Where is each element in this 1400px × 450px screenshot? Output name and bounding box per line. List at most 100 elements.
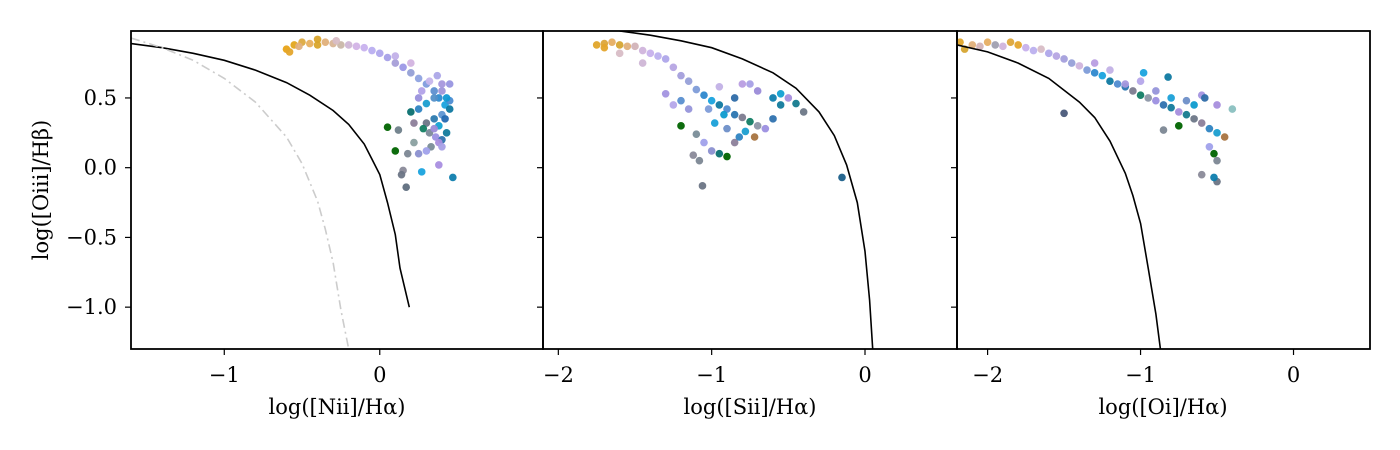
- data-point: [968, 41, 977, 49]
- data-point: [414, 105, 423, 113]
- data-point: [704, 105, 713, 113]
- data-point: [1213, 129, 1221, 137]
- data-point: [431, 133, 440, 141]
- x-axis-label-oi: log([Oi]/Hα): [1098, 395, 1227, 419]
- y-tick-label: −0.5: [66, 225, 117, 249]
- data-point: [1083, 66, 1091, 74]
- x-axis-label-sii: log([Sii]/Hα): [684, 395, 817, 419]
- data-point: [313, 41, 322, 49]
- data-point: [661, 55, 670, 63]
- y-tick-label: 0.0: [84, 156, 117, 180]
- kewley-dashdot-curve: [131, 37, 350, 349]
- data-point: [1022, 43, 1030, 52]
- data-point: [746, 117, 754, 126]
- data-point: [1174, 108, 1183, 116]
- data-point: [720, 110, 728, 119]
- data-point: [430, 94, 438, 102]
- data-point: [684, 77, 693, 86]
- demarcation-curve: [957, 44, 1162, 349]
- plot-area: [957, 38, 1237, 349]
- data-point: [407, 59, 415, 67]
- data-point: [669, 101, 678, 109]
- data-point: [738, 113, 747, 122]
- panels: −1 0 0.5 0.0 −0.5 −1.0 −2 −1 0 −2 −1 0: [66, 30, 1371, 387]
- data-point: [769, 115, 777, 123]
- data-point: [1106, 77, 1114, 86]
- data-point: [723, 124, 731, 133]
- data-point: [1197, 170, 1206, 179]
- panel-right: −2 −1 0: [951, 30, 1371, 387]
- x-tick-label: −1: [209, 363, 240, 387]
- data-point: [1174, 122, 1183, 130]
- data-point: [410, 119, 418, 127]
- data-point: [383, 123, 392, 132]
- axes-frame: [956, 30, 1371, 350]
- data-point: [741, 127, 750, 136]
- plot-area: [592, 31, 874, 349]
- data-point: [285, 48, 294, 56]
- data-point: [1067, 59, 1076, 67]
- data-point: [638, 46, 647, 55]
- data-point: [391, 52, 400, 60]
- x-tick-label: 0: [858, 363, 871, 387]
- data-point: [445, 80, 454, 88]
- data-point: [784, 94, 793, 102]
- data-point: [677, 71, 685, 80]
- data-point: [410, 138, 418, 147]
- data-point: [1159, 126, 1168, 134]
- data-point: [615, 49, 624, 58]
- data-point: [776, 89, 785, 98]
- data-point: [715, 82, 724, 91]
- data-point: [1121, 80, 1130, 88]
- data-point: [677, 122, 685, 130]
- data-point: [1210, 173, 1218, 182]
- data-point: [692, 130, 701, 139]
- data-point: [1136, 77, 1145, 86]
- data-point: [707, 147, 716, 155]
- data-point: [976, 42, 984, 51]
- x-axis-label-nii: log([Nii]/Hα): [269, 395, 406, 419]
- data-point: [750, 133, 759, 141]
- data-point: [592, 41, 601, 49]
- data-point: [414, 74, 423, 83]
- data-point: [425, 77, 434, 86]
- y-tick-label: 0.5: [84, 86, 117, 110]
- data-point: [991, 41, 1000, 49]
- data-point: [1044, 49, 1053, 58]
- data-point: [776, 101, 785, 109]
- data-point: [799, 108, 808, 116]
- data-point: [700, 91, 708, 99]
- data-point: [1113, 80, 1122, 88]
- data-point: [1159, 101, 1168, 109]
- data-point: [669, 63, 678, 72]
- data-point: [753, 122, 762, 130]
- y-axis-label: log([Oiii]/Hβ): [29, 120, 53, 260]
- data-point: [445, 105, 454, 113]
- data-point: [360, 43, 369, 52]
- demarcation-curve: [131, 42, 411, 308]
- data-point: [1190, 115, 1198, 123]
- data-point: [1152, 87, 1160, 95]
- data-point: [692, 85, 701, 94]
- data-point: [1090, 59, 1099, 67]
- data-point: [305, 39, 314, 48]
- data-point: [684, 105, 693, 113]
- data-point: [397, 170, 406, 179]
- data-point: [723, 152, 731, 161]
- data-point: [438, 87, 446, 95]
- x-tick-label: −1: [1125, 363, 1156, 387]
- data-point: [746, 80, 754, 88]
- data-point: [368, 46, 376, 55]
- x-tick-label: 0: [373, 363, 386, 387]
- data-point: [646, 49, 655, 58]
- data-point: [394, 126, 403, 134]
- plot-area: [131, 35, 457, 349]
- data-point: [1075, 62, 1084, 70]
- data-point: [332, 36, 341, 45]
- data-point: [1220, 133, 1229, 141]
- data-point: [1201, 94, 1209, 102]
- data-point: [615, 41, 624, 49]
- data-point: [1060, 109, 1068, 118]
- data-point: [414, 149, 423, 158]
- data-point: [1213, 101, 1221, 109]
